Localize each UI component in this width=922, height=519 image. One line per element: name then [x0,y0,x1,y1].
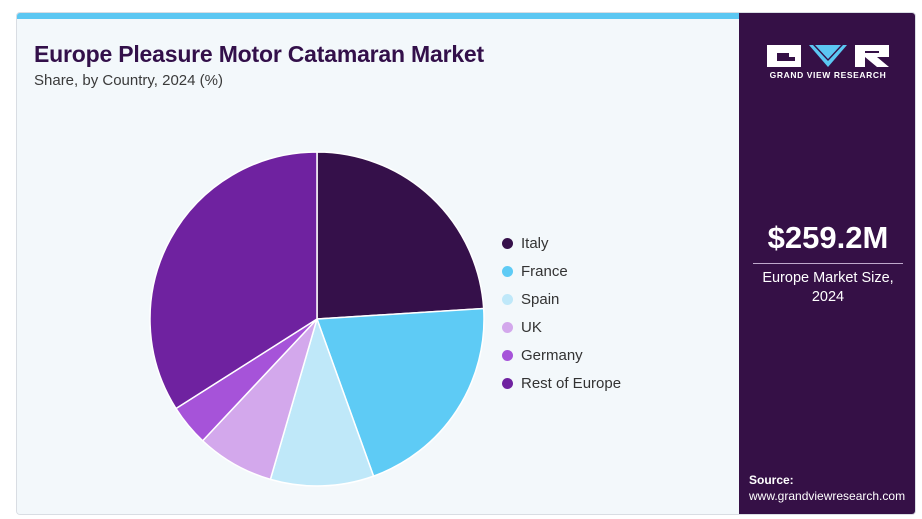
pie-slice-italy [316,151,485,320]
pie-chart [149,151,485,487]
info-sidebar: GRAND VIEW RESEARCH $259.2M Europe Marke… [739,13,915,514]
brand-name: GRAND VIEW RESEARCH [769,70,887,80]
pie-slice-rest-of-europe [149,151,318,410]
legend-swatch [502,377,513,389]
legend-label: Rest of Europe [521,374,622,392]
legend-item-france: France [502,257,621,285]
legend-swatch [502,265,513,277]
legend-label: France [521,262,568,280]
legend-label: Germany [521,346,583,364]
market-size-label-line2: 2024 [811,289,845,305]
chart-panel: Europe Pleasure Motor Catamaran Market S… [17,19,739,514]
chart-legend: Italy France Spain UK Germany Rest of Europe [502,229,621,397]
accent-bar [17,13,739,19]
legend-item-rest-of-europe: Rest of Europe [502,369,621,397]
grand-view-research-logo [767,45,889,67]
legend-item-spain: Spain [502,285,621,313]
legend-swatch [502,349,513,361]
legend-label: UK [521,318,542,336]
market-size-label-line1: Europe Market Size, [762,270,894,286]
market-size-label: Europe Market Size, 2024 [739,269,915,307]
divider [753,263,903,264]
legend-label: Italy [521,234,549,252]
legend-label: Spain [521,290,560,308]
legend-item-uk: UK [502,313,621,341]
chart-title: Europe Pleasure Motor Catamaran Market [34,41,484,67]
market-size-value: $259.2M [767,220,889,255]
source-link[interactable]: www.grandviewresearch.com [749,489,906,503]
source-label: Source: [749,473,794,487]
legend-item-italy: Italy [502,229,621,257]
legend-item-germany: Germany [502,341,621,369]
legend-swatch [502,293,513,305]
chart-card: Europe Pleasure Motor Catamaran Market S… [16,12,916,515]
pie-slice-spain [269,316,375,487]
legend-swatch [502,237,513,249]
legend-swatch [502,321,513,333]
chart-subtitle: Share, by Country, 2024 (%) [34,72,223,89]
